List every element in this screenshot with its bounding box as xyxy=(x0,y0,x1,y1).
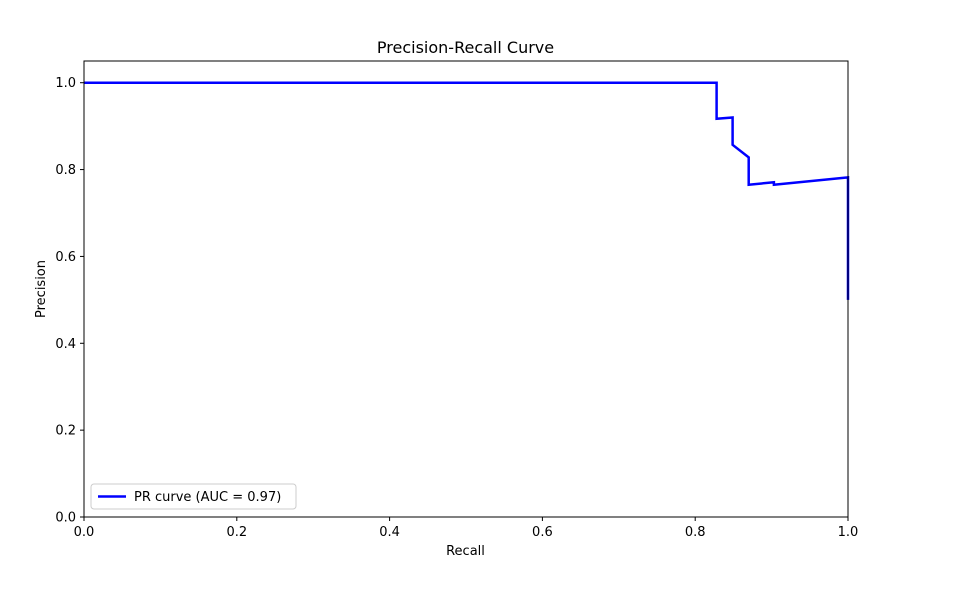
y-axis-ticks: 0.0 0.2 0.4 0.6 0.8 1.0 xyxy=(55,76,84,526)
x-axis-label: Recall xyxy=(446,544,485,559)
x-tick-label: 0.2 xyxy=(226,525,247,540)
y-tick-label: 0.6 xyxy=(55,250,76,265)
x-tick-label: 1.0 xyxy=(838,525,859,540)
chart-title: Precision-Recall Curve xyxy=(377,38,554,57)
plot-area xyxy=(83,60,850,518)
x-tick-label: 0.6 xyxy=(532,525,553,540)
y-tick-label: 0.4 xyxy=(55,337,76,352)
x-tick-label: 0.8 xyxy=(685,525,706,540)
legend-series-label: PR curve (AUC = 0.97) xyxy=(134,490,281,505)
y-tick-label: 0.0 xyxy=(55,511,76,526)
legend-box xyxy=(90,483,297,510)
y-tick-label: 0.2 xyxy=(55,424,76,439)
pr-curve-line xyxy=(84,81,850,300)
x-tick-label: 0.4 xyxy=(379,525,400,540)
plot-frame xyxy=(83,60,849,518)
y-axis-label: Precision xyxy=(34,260,49,318)
x-axis-ticks: 0.0 0.2 0.4 0.6 0.8 1.0 xyxy=(74,517,859,540)
y-tick-label: 1.0 xyxy=(55,76,76,91)
y-tick-label: 0.8 xyxy=(55,163,76,178)
x-tick-label: 0.0 xyxy=(74,525,95,540)
legend: PR curve (AUC = 0.97) xyxy=(90,483,297,510)
